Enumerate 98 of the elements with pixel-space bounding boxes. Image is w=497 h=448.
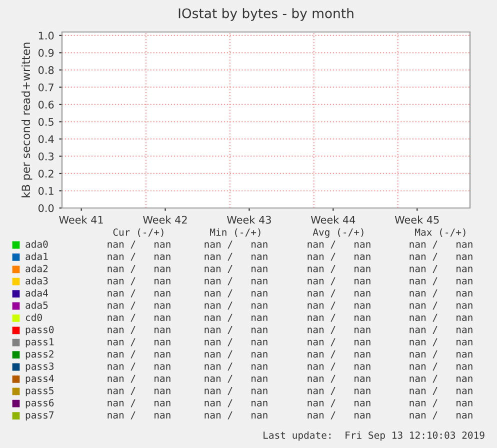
text: nan / nan [308,252,370,261]
text: nan / nan [308,289,370,298]
text: nan / nan [410,362,472,371]
text: Avg (-/+) [312,228,364,238]
x-tick-label: Week 43 [227,216,271,224]
text: nan / nan [204,314,268,322]
text: nan / nan [108,374,170,383]
text: nan / nan [204,265,268,274]
y-tick-label: 0.5 [38,118,54,126]
legend-label: ada1 [26,252,48,260]
legend-label: pass7 [26,411,54,421]
text: nan / nan [204,289,268,298]
x-tick-label: Week 45 [394,216,439,224]
text: nan / nan [308,350,370,358]
text: nan / nan [204,240,268,249]
text: Min (-/+) [210,228,260,237]
y-axis-title: kB per second read+written [21,42,32,198]
text: nan / nan [410,252,472,261]
legend-label: ada2 [26,264,48,272]
text: nan / nan [308,265,370,274]
y-tick-label: 0.4 [38,135,54,144]
text: nan / nan [108,338,170,346]
legend-label: pass3 [26,362,54,372]
text: nan / nan [108,350,170,358]
text: nan / nan [204,387,268,396]
text: nan / nan [108,265,170,274]
y-tick-label: 0.1 [38,186,54,195]
text: nan / nan [410,277,472,286]
text: nan / nan [308,387,370,396]
text: nan / nan [108,362,170,371]
text: nan / nan [308,374,370,383]
y-tick-label: 0.2 [38,170,54,178]
text: nan / nan [204,302,268,310]
x-tick-label: Week 44 [310,216,356,224]
text: nan / nan [108,387,170,396]
legend-label: ada0 [26,240,48,248]
text: nan / nan [410,411,472,420]
text: nan / nan [308,277,370,286]
y-tick-label: 0.3 [38,152,54,160]
text: nan / nan [108,314,170,322]
text: nan / nan [308,399,370,408]
text: nan / nan [410,240,472,249]
text: nan / nan [204,350,268,358]
text: nan / nan [108,399,170,408]
text: nan / nan [108,302,170,310]
chart-title: IOstat by bytes - by month [178,8,354,21]
text: nan / nan [108,411,170,420]
legend-label: pass4 [26,374,54,384]
text: nan / nan [410,314,472,322]
x-tick-label: Week 42 [143,216,187,224]
text: nan / nan [410,302,472,310]
legend-label: pass5 [26,387,54,396]
text: nan / nan [410,350,472,358]
text: nan / nan [308,314,370,322]
text: nan / nan [108,326,170,334]
text: nan / nan [308,338,370,346]
text: Max (-/+) [415,228,466,237]
text: nan / nan [410,399,472,408]
y-tick-label: 0.9 [38,48,54,57]
legend-label: ada3 [26,276,48,284]
text: nan / nan [108,289,170,298]
y-tick-label: 0.6 [38,100,54,109]
text: nan / nan [204,362,268,371]
legend-label: ada4 [26,289,48,297]
legend-label: pass6 [26,399,54,408]
text: nan / nan [204,277,268,286]
text: nan / nan [204,326,268,334]
text: nan / nan [410,374,472,383]
text: nan / nan [204,411,268,420]
text: nan / nan [410,289,472,298]
legend-label: cd0 [26,314,42,322]
text: nan / nan [308,326,370,334]
text: nan / nan [410,387,472,396]
legend-label: pass2 [26,350,54,360]
text: nan / nan [108,277,170,286]
text: nan / nan [308,302,370,310]
y-tick-label: 0.7 [38,83,54,92]
text: nan / nan [410,338,472,346]
legend-label: pass1 [26,338,54,348]
text: nan / nan [204,399,268,408]
text: Cur (-/+) [113,228,164,237]
text: Last update: Fri Sep 13 12:10:03 2019 [264,431,484,441]
text: nan / nan [308,411,370,420]
text: nan / nan [204,252,268,261]
y-tick-label: 0.0 [38,204,54,212]
text: nan / nan [308,362,370,371]
text: nan / nan [108,252,170,261]
text: nan / nan [204,338,268,346]
text: nan / nan [204,374,268,383]
text: nan / nan [308,240,370,249]
text: nan / nan [410,326,472,334]
y-tick-label: 0.8 [38,66,54,74]
text: nan / nan [108,240,170,249]
y-tick-label: 1.0 [38,32,54,40]
x-tick-label: Week 41 [59,216,103,224]
legend-label: ada5 [26,301,48,309]
text: nan / nan [410,265,472,274]
legend-label: pass0 [26,326,54,336]
